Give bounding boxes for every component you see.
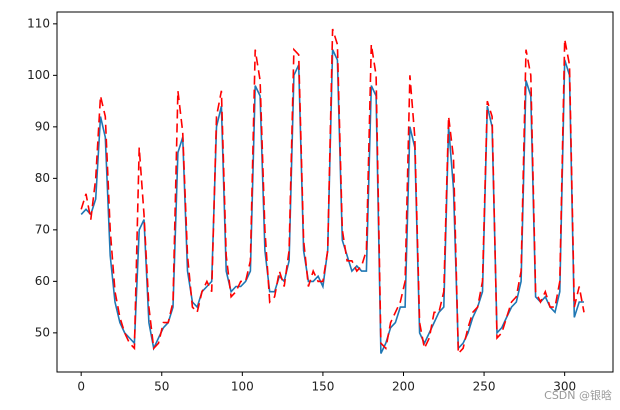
y-tick-label: 70 (35, 222, 50, 236)
plot-frame (56, 11, 614, 373)
y-tick-label: 50 (35, 325, 50, 339)
x-tick-label: 50 (154, 380, 169, 394)
x-tick-label: 0 (77, 380, 85, 394)
x-tick-label: 200 (392, 380, 415, 394)
series-line (80, 49, 584, 354)
y-tick-label: 90 (35, 119, 50, 133)
series-line (80, 28, 585, 356)
y-tick-label: 80 (35, 171, 50, 185)
x-tick-label: 100 (231, 380, 254, 394)
x-tick-label: 300 (553, 380, 576, 394)
y-tick-label: 100 (27, 68, 50, 82)
y-tick-label: 60 (35, 274, 50, 288)
x-tick-label: 150 (311, 380, 334, 394)
x-tick-label: 250 (473, 380, 496, 394)
y-tick-label: 110 (27, 16, 50, 30)
watermark: CSDN @银晗 (544, 388, 612, 402)
